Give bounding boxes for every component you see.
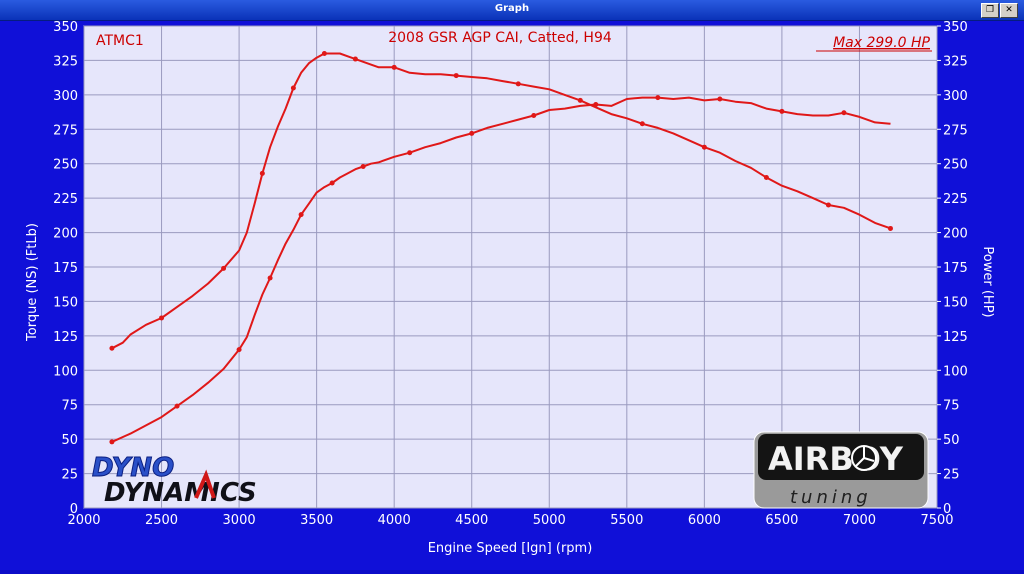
y-tick-label-left: 100 <box>53 364 78 379</box>
power-point <box>360 163 366 169</box>
power-point <box>531 113 537 119</box>
x-tick-label: 2000 <box>67 513 100 528</box>
x-tick-label: 4500 <box>455 513 488 528</box>
x-axis-label: Engine Speed [Ign] (rpm) <box>428 541 593 556</box>
series-group <box>109 51 893 445</box>
window-title: Graph <box>494 3 530 14</box>
grid-lines <box>83 25 938 509</box>
y-tick-label-right: 225 <box>943 192 968 207</box>
power-point <box>298 212 304 218</box>
x-tick-label: 4000 <box>378 513 411 528</box>
max-power-label: Max 299.0 HP <box>833 35 930 51</box>
torque-point <box>515 81 521 87</box>
tick-labels: 2000 2500 3000 3500 4000 4500 5000 5500 6000 6500… <box>53 20 968 528</box>
title-bar[interactable]: Graph ❐ ✕ <box>0 0 1024 21</box>
y-tick-label-left: 25 <box>61 468 78 483</box>
torque-line <box>111 52 891 350</box>
y-tick-label-left: 325 <box>53 54 78 69</box>
power-line <box>111 96 891 443</box>
power-point <box>841 110 847 116</box>
y-tick-label-right: 250 <box>943 158 968 173</box>
svg-text:AIRBOY: AIRBOY <box>768 440 904 478</box>
x-tick-label: 3000 <box>223 513 256 528</box>
y-tick-label-left: 225 <box>53 192 78 207</box>
svg-text:tuning: tuning <box>790 487 872 508</box>
y-tick-label-left: 50 <box>61 433 78 448</box>
torque-point <box>259 170 265 176</box>
y-tick-label-right: 325 <box>943 54 968 69</box>
power-point <box>109 439 115 445</box>
torque-point <box>391 64 397 70</box>
torque-point <box>577 97 583 103</box>
torque-point <box>639 121 645 127</box>
svg-text:DYNO: DYNO <box>92 453 174 483</box>
torque-point <box>825 202 831 208</box>
x-tick-label: 3500 <box>300 513 333 528</box>
y-tick-label-right: 150 <box>943 295 968 310</box>
torque-point <box>701 144 707 150</box>
power-point <box>236 347 242 353</box>
y-tick-label-right: 300 <box>943 89 968 104</box>
torque-point <box>887 225 893 231</box>
torque-point <box>221 265 227 271</box>
chart-title: 2008 GSR AGP CAI, Catted, H94 <box>388 30 612 46</box>
y-tick-label-left: 0 <box>70 502 78 517</box>
power-point <box>655 95 661 101</box>
y-tick-label-right: 0 <box>943 502 951 517</box>
y-tick-label-left: 350 <box>53 20 78 35</box>
torque-point <box>321 51 327 57</box>
y-tick-label-right: 275 <box>943 123 968 138</box>
y-tick-label-left: 200 <box>53 227 78 242</box>
y-tick-label-left: 75 <box>61 399 78 414</box>
x-tick-label: 6000 <box>688 513 721 528</box>
dyno-dynamics-logo: DYNO DYNAMICS <box>92 453 257 509</box>
x-tick-label: 7000 <box>843 513 876 528</box>
y-tick-label-left: 300 <box>53 89 78 104</box>
torque-point <box>763 174 769 180</box>
svg-text:DYNAMICS: DYNAMICS <box>104 478 257 508</box>
x-tick-label: 6500 <box>765 513 798 528</box>
y-tick-label-left: 275 <box>53 123 78 138</box>
y-tick-label-right: 50 <box>943 433 960 448</box>
y-tick-label-right: 100 <box>943 364 968 379</box>
y-tick-label-right: 200 <box>943 227 968 242</box>
power-point <box>593 101 599 107</box>
torque-point <box>352 56 358 62</box>
y-tick-label-left: 250 <box>53 158 78 173</box>
y-tick-label-right: 75 <box>943 399 960 414</box>
y-tick-label-right: 25 <box>943 468 960 483</box>
y-tick-label-left: 175 <box>53 261 78 276</box>
power-point <box>267 275 273 281</box>
torque-point <box>453 73 459 79</box>
dyno-chart: 2000 2500 3000 3500 4000 4500 5000 5500 6000 6500… <box>0 20 1024 570</box>
y-axis-label-right: Power (HP) <box>980 246 995 317</box>
y-tick-label-left: 150 <box>53 295 78 310</box>
power-point <box>469 130 475 136</box>
airboy-tuning-logo: AIRBOY tuning <box>753 431 929 509</box>
power-point <box>329 180 335 186</box>
restore-icon[interactable]: ❐ <box>981 3 999 18</box>
x-tick-label: 2500 <box>145 513 178 528</box>
power-point <box>174 403 180 409</box>
power-point <box>717 96 723 102</box>
torque-point <box>109 345 115 351</box>
x-tick-label: 5000 <box>533 513 566 528</box>
y-tick-label-right: 125 <box>943 330 968 345</box>
close-icon[interactable]: ✕ <box>1000 3 1018 18</box>
y-tick-label-right: 175 <box>943 261 968 276</box>
power-point <box>407 150 413 156</box>
x-tick-label: 5500 <box>610 513 643 528</box>
x-tick-label: 7500 <box>920 513 953 528</box>
torque-point <box>159 315 165 321</box>
y-tick-label-left: 125 <box>53 330 78 345</box>
run-label: ATMC1 <box>96 33 144 49</box>
torque-point <box>290 85 296 91</box>
y-axis-label-left: Torque (NS) (FtLb) <box>25 223 40 342</box>
power-point <box>779 108 785 114</box>
y-tick-label-right: 350 <box>943 20 968 35</box>
